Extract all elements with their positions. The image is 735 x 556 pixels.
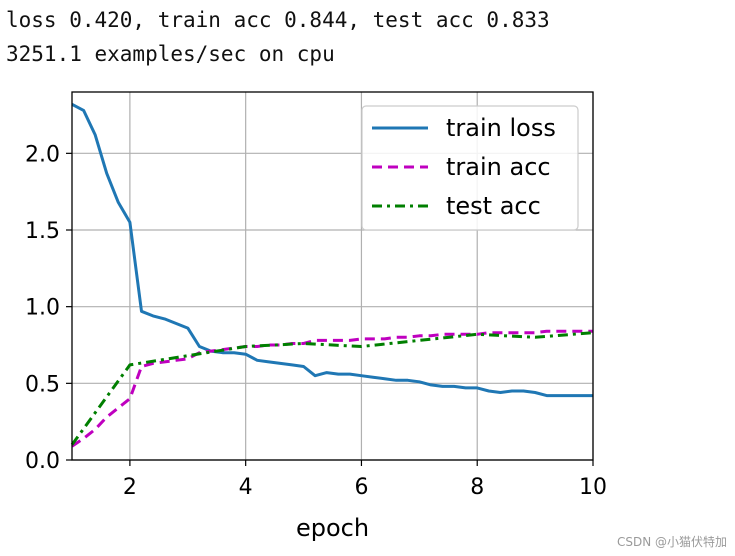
legend-box bbox=[361, 105, 579, 231]
x-tick-label: 10 bbox=[579, 475, 607, 500]
series-layer bbox=[70, 102, 594, 448]
x-tick-label: 6 bbox=[354, 475, 368, 500]
plot-frame bbox=[71, 91, 594, 461]
training-log-line-1: loss 0.420, train acc 0.844, test acc 0.… bbox=[6, 8, 550, 32]
training-log-line-2: 3251.1 examples/sec on cpu bbox=[6, 42, 335, 66]
y-tick-label: 1.5 bbox=[25, 219, 60, 244]
y-tick-label: 2.0 bbox=[25, 142, 60, 167]
legend-label: test acc bbox=[446, 192, 541, 220]
legend-label: train loss bbox=[446, 114, 556, 142]
y-tick-label: 0.5 bbox=[25, 372, 60, 397]
x-tick-label: 4 bbox=[239, 475, 253, 500]
x-axis-label: epoch bbox=[296, 514, 369, 542]
legend: train loss train acc test acc bbox=[361, 105, 579, 231]
y-tick-label: 0.0 bbox=[25, 449, 60, 474]
series-line-train-loss bbox=[71, 102, 593, 398]
x-tick-label: 8 bbox=[470, 475, 484, 500]
legend-label: train acc bbox=[446, 153, 551, 181]
watermark: CSDN @小猫伏特加 bbox=[616, 535, 727, 549]
x-tick-label: 2 bbox=[123, 475, 137, 500]
tick-layer: 2 4 6 8 10 0.0 0.5 1.0 1.5 2.0 bbox=[25, 142, 607, 500]
series-line-train-acc bbox=[71, 329, 593, 448]
series-line-test-acc bbox=[70, 331, 594, 446]
y-tick-label: 1.0 bbox=[25, 296, 60, 321]
